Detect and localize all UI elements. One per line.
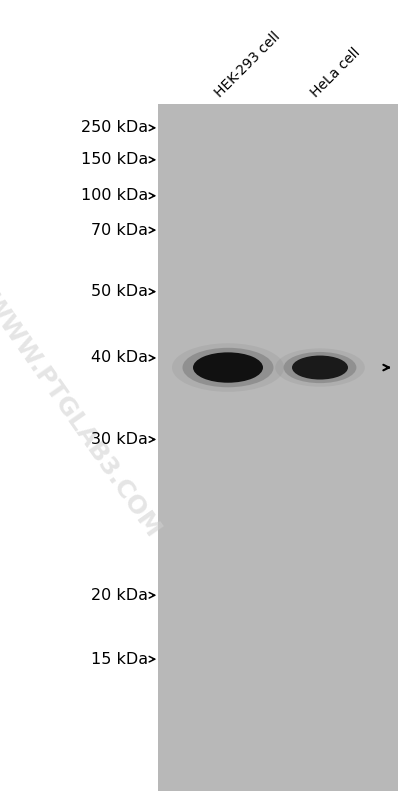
Ellipse shape [284,352,356,383]
Ellipse shape [275,348,365,387]
Text: HeLa cell: HeLa cell [308,45,363,100]
Text: 30 kDa: 30 kDa [91,432,148,447]
Ellipse shape [172,344,284,392]
Text: 70 kDa: 70 kDa [91,223,148,237]
Text: 50 kDa: 50 kDa [91,284,148,299]
Text: 250 kDa: 250 kDa [81,121,148,135]
Text: HEK-293 cell: HEK-293 cell [212,29,283,100]
Text: 20 kDa: 20 kDa [91,588,148,602]
Text: WWW.PTGLAB3.COM: WWW.PTGLAB3.COM [0,289,166,542]
Text: 40 kDa: 40 kDa [91,351,148,365]
Ellipse shape [193,352,263,383]
Bar [158,104,398,791]
Text: 100 kDa: 100 kDa [81,189,148,203]
Ellipse shape [292,356,348,380]
Text: 15 kDa: 15 kDa [91,652,148,666]
Text: 150 kDa: 150 kDa [81,153,148,167]
Ellipse shape [182,348,274,388]
